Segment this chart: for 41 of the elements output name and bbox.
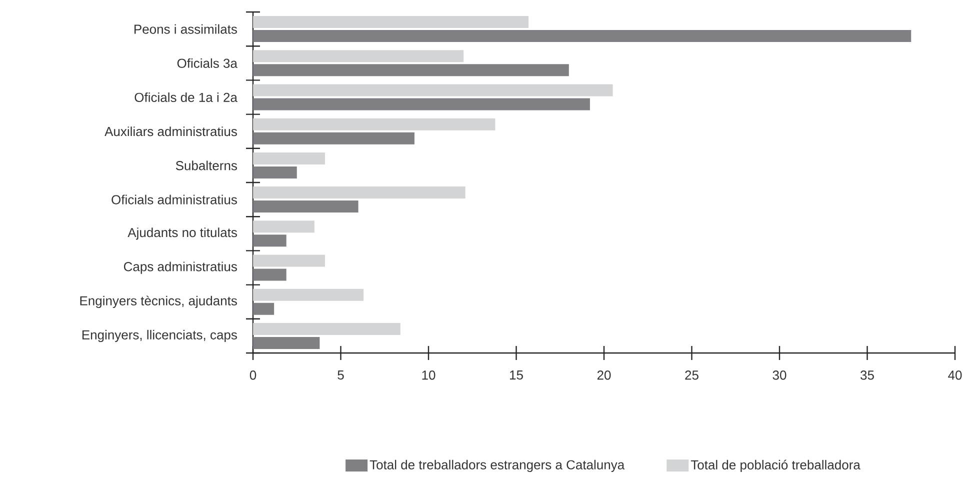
y-tick-label: Peons i assimilats xyxy=(134,24,237,34)
bar xyxy=(253,16,529,28)
bar xyxy=(253,220,314,233)
y-tick-label: Auxiliars administratius xyxy=(104,126,237,136)
legend-label: Total de treballadors estrangers a Catalunya xyxy=(370,460,625,472)
bar xyxy=(253,84,613,96)
legend-label: Total de població treballadora xyxy=(690,460,860,472)
x-tick-label: 25 xyxy=(685,370,698,380)
x-tick-label: 40 xyxy=(948,370,962,380)
bar xyxy=(253,234,286,247)
bar xyxy=(253,254,325,267)
bar xyxy=(253,322,400,335)
y-tick-label: Oficials de 1a i 2a xyxy=(134,92,238,102)
bar xyxy=(253,30,912,42)
x-tick-label: 30 xyxy=(772,370,786,380)
y-tick-label: Oficials administratius xyxy=(112,194,237,204)
bar xyxy=(253,336,320,349)
x-tick-label: 10 xyxy=(422,370,436,380)
x-tick-label: 15 xyxy=(510,370,523,380)
bar xyxy=(253,268,286,281)
bar xyxy=(253,118,496,130)
bar xyxy=(253,166,297,178)
x-tick-label: 0 xyxy=(250,370,256,380)
bar xyxy=(253,288,364,301)
x-tick-label: 20 xyxy=(597,370,611,380)
bar xyxy=(253,302,274,315)
bar xyxy=(253,50,464,62)
bar xyxy=(253,152,325,164)
y-tick-label: Oficials 3a xyxy=(177,58,238,68)
y-tick-label: Subalterns xyxy=(176,160,237,170)
y-tick-label: Enginyers, llicenciats, caps xyxy=(82,330,237,342)
x-tick-label: 5 xyxy=(338,370,344,380)
bar xyxy=(253,200,358,213)
bar xyxy=(253,186,466,199)
y-tick-label: Enginyers tècnics, ajudants xyxy=(80,296,237,308)
bar xyxy=(253,98,590,110)
bar xyxy=(253,64,569,76)
y-tick-label: Ajudants no titulats xyxy=(128,228,237,240)
y-tick-label: Caps administratius xyxy=(124,262,237,274)
x-tick-label: 35 xyxy=(860,370,874,380)
bar xyxy=(253,132,414,144)
